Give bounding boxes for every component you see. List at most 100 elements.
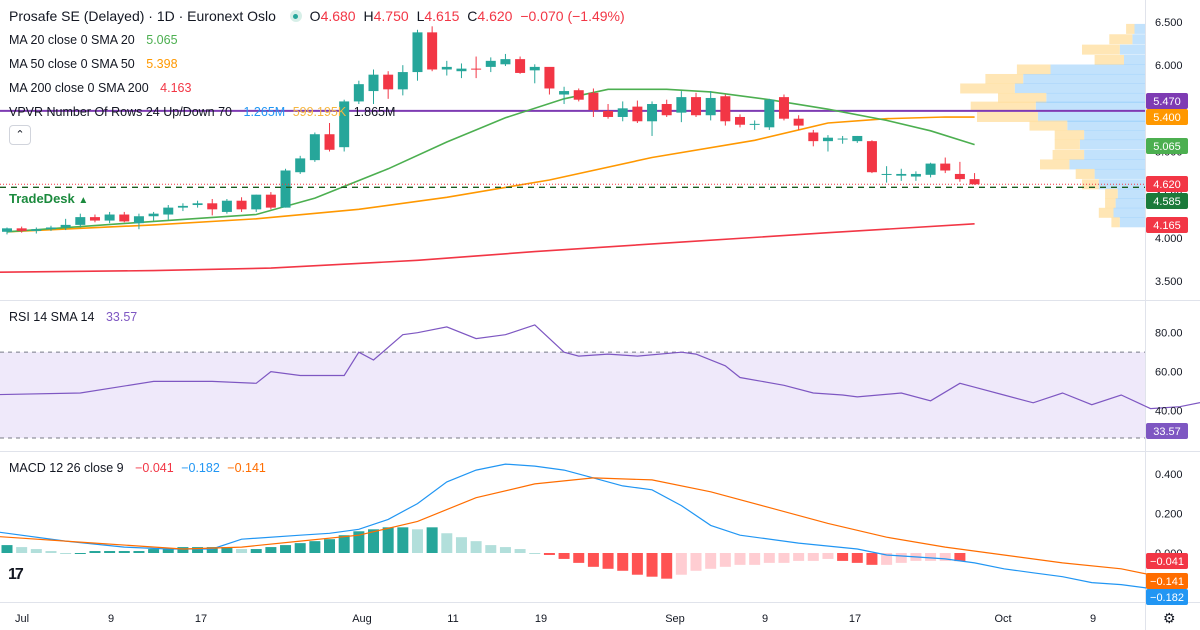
vpvr-label: VPVR Number Of Rows 24 Up/Down 70 (9, 105, 233, 119)
macd-signal-value: −0.182 (181, 461, 220, 475)
vpvr-bar-up (1098, 179, 1145, 190)
candle-body (559, 91, 570, 95)
settings-gear-icon[interactable]: ⚙ (1163, 610, 1176, 626)
vpvr-bar-down (970, 101, 1036, 112)
macd-label-tag: −0.041 (1150, 556, 1184, 568)
candle-body (207, 203, 218, 210)
macd-histogram-bar (16, 547, 28, 553)
rsi-label-tag: 33.57 (1153, 426, 1181, 438)
macd-histogram-bar (177, 547, 189, 553)
macd-histogram-bar (338, 535, 350, 553)
ma50-value: 5.398 (146, 57, 178, 71)
candle-body (31, 229, 42, 231)
legend-ma200[interactable]: MA 200 close 0 SMA 200 4.163 (9, 81, 195, 95)
market-status-icon (289, 10, 302, 22)
rsi-label: RSI 14 SMA 14 (9, 310, 95, 324)
macd-histogram-bar (221, 547, 233, 553)
date-tick-label: Oct (994, 613, 1011, 625)
price-label: 5.065 (1153, 141, 1181, 153)
legend-vpvr[interactable]: VPVR Number Of Rows 24 Up/Down 70 1.265M… (9, 105, 399, 119)
legend-ma20[interactable]: MA 20 close 0 SMA 20 5.065 (9, 33, 182, 47)
rsi-label-tag-bg (1146, 423, 1188, 439)
sma200-path (0, 223, 975, 273)
macd-histogram-bar (925, 553, 937, 561)
vpvr-bar-down (1105, 198, 1116, 209)
candle-body (368, 74, 379, 92)
candle-body (661, 104, 672, 116)
candle-body (617, 108, 628, 117)
rsi-panel (0, 324, 1200, 439)
vpvr-bar-up (1084, 149, 1145, 160)
macd-histogram-bar (397, 527, 409, 553)
sma200-line (0, 223, 975, 273)
volume-profile (0, 23, 1145, 228)
candle-body (837, 138, 848, 140)
symbol-title[interactable]: Prosafe SE (Delayed) · 1D · Euronext Osl… (9, 8, 276, 24)
macd-histogram-bar (837, 553, 849, 561)
macd-histogram-bar (470, 541, 482, 553)
macd-tick-label: 0.200 (1155, 509, 1183, 521)
macd-line (0, 463, 1180, 590)
vpvr-bar-up (1094, 168, 1145, 179)
candle-body (2, 228, 12, 232)
macd-signal-line (0, 477, 1180, 582)
candle-body (632, 106, 643, 122)
macd-histogram-bar (485, 545, 497, 553)
macd-histogram-bar (45, 551, 57, 553)
macd-label-tag: −0.141 (1150, 576, 1184, 588)
candle-body (280, 170, 291, 208)
price-label: 5.400 (1153, 112, 1181, 124)
candle-body (104, 214, 115, 221)
macd-label-tag-bg (1146, 573, 1188, 589)
rsi-tick-label: 60.00 (1155, 367, 1183, 379)
vpvr-total: 1.865M (353, 105, 396, 119)
legend-ma50[interactable]: MA 50 close 0 SMA 50 5.398 (9, 57, 182, 71)
macd-histogram-bar (353, 531, 365, 553)
price-label-bg (1146, 217, 1188, 233)
date-tick-label: 17 (195, 613, 207, 625)
macd-histogram-bar (250, 549, 262, 553)
rsi-band (0, 352, 1145, 438)
macd-histogram-bar (60, 553, 72, 554)
macd-histogram-bar (690, 553, 702, 571)
rsi-tick-label: 80.00 (1155, 328, 1183, 340)
date-axis: Jul 9 17 Aug 11 19 Sep 9 17 Oct 9 (15, 613, 1096, 625)
date-tick-label: 19 (535, 613, 547, 625)
vpvr-bar-up (1067, 120, 1145, 131)
macd-histogram-bar (954, 553, 966, 562)
tradedesk-label: TradeDesk ▲ (9, 191, 89, 206)
macd-histogram-bar (280, 545, 292, 553)
ohlc-open: O4.680 (309, 8, 356, 24)
vpvr-bar-down (1075, 168, 1095, 179)
price-label: 4.165 (1153, 220, 1181, 232)
macd-histogram-bar (236, 549, 248, 553)
candle-body (529, 66, 540, 71)
tradingview-logo-icon[interactable]: 17 (8, 566, 24, 583)
macd-histogram-bar (133, 551, 145, 553)
legend-rsi[interactable]: RSI 14 SMA 14 33.57 (9, 310, 141, 324)
macd-histogram-bar (543, 553, 555, 555)
macd-label-tag-bg (1146, 589, 1188, 605)
collapse-legend-button[interactable]: ⌃ (9, 125, 31, 145)
triangle-up-icon: ▲ (78, 195, 89, 206)
candle-body (881, 173, 892, 175)
candle-body (295, 158, 306, 173)
vpvr-bar-down (1082, 179, 1099, 190)
candle-body (75, 217, 86, 225)
candle-body (119, 214, 130, 222)
candle-body (822, 137, 833, 142)
candle-body (676, 97, 687, 113)
ma50-label: MA 50 close 0 SMA 50 (9, 57, 135, 71)
price-label-bg (1146, 138, 1188, 154)
legend-macd[interactable]: MACD 12 26 close 9 −0.041 −0.182 −0.141 (9, 461, 270, 475)
candle-body (544, 66, 555, 89)
candle-body (705, 97, 716, 116)
macd-histogram-bar (30, 549, 42, 553)
ma20-label: MA 20 close 0 SMA 20 (9, 33, 135, 47)
vpvr-bar-down (1054, 139, 1080, 150)
macd-histogram-bar (89, 551, 101, 553)
vpvr-bar-up (1124, 54, 1145, 65)
macd-tick-label: 0.400 (1155, 469, 1183, 481)
ohlc-change: −0.070 (−1.49%) (520, 8, 625, 24)
